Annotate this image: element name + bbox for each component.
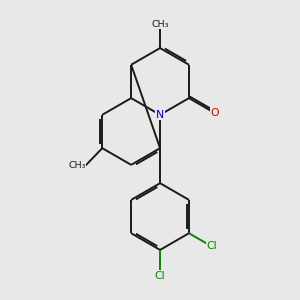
Text: Cl: Cl [206,241,217,251]
Text: CH₃: CH₃ [68,161,86,170]
Text: Cl: Cl [155,271,165,281]
Text: N: N [156,110,164,120]
Text: CH₃: CH₃ [151,20,169,28]
Text: O: O [210,108,219,118]
